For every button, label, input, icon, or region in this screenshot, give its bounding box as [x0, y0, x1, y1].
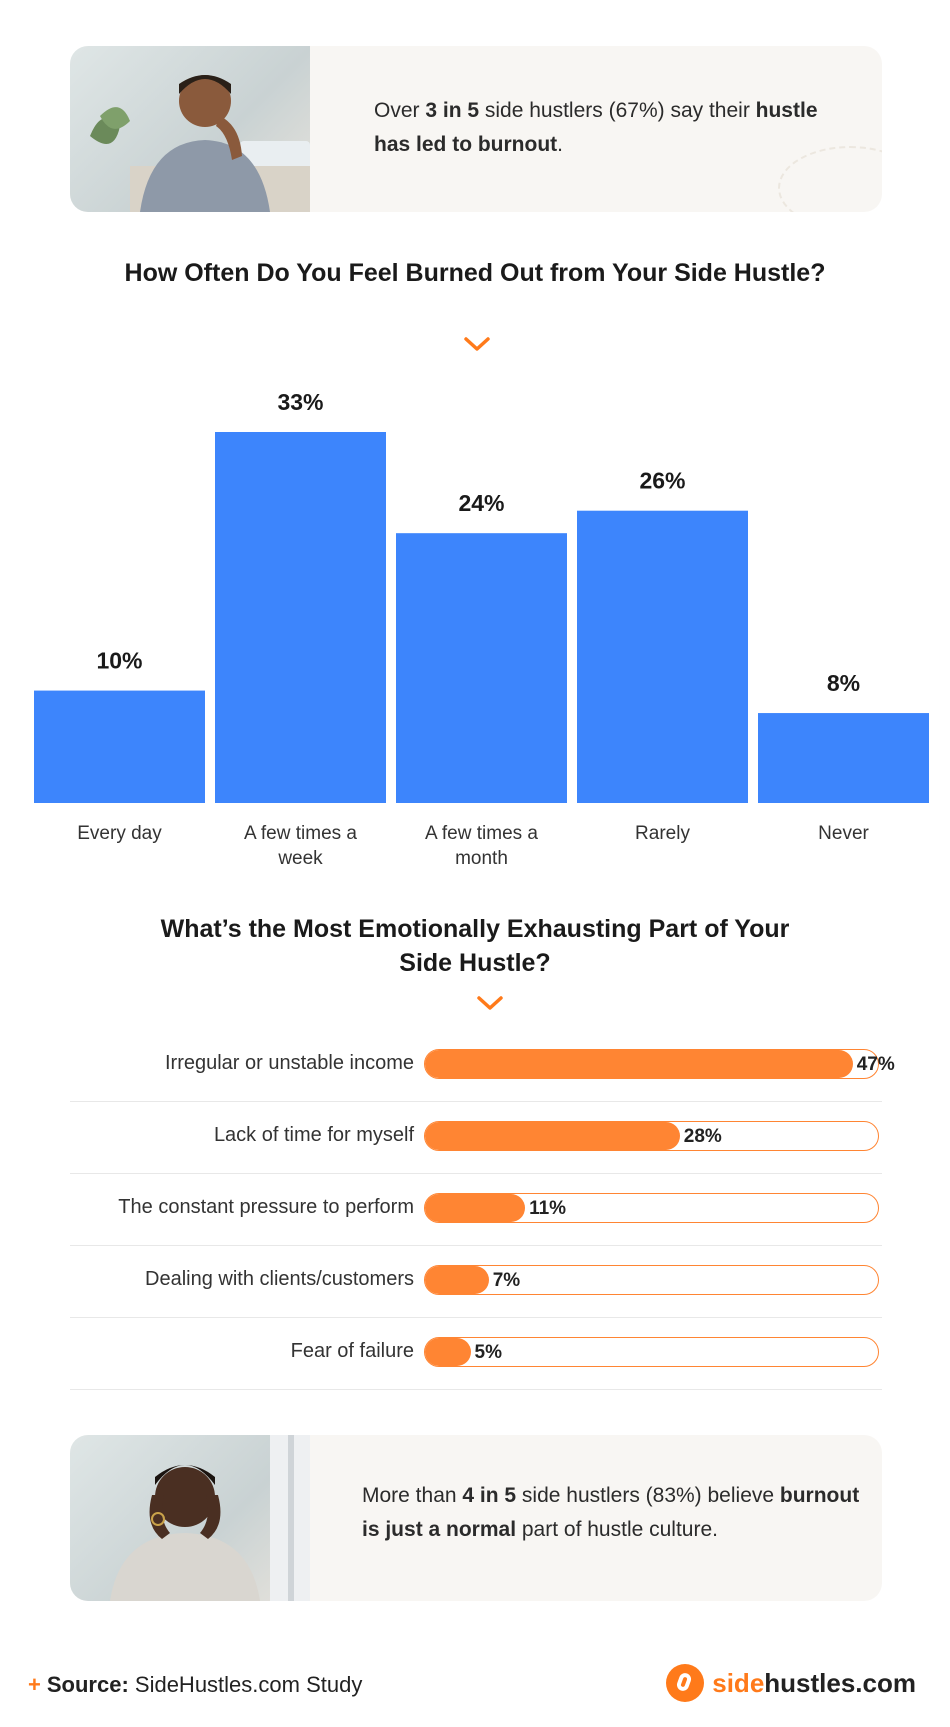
hbar-row: Dealing with clients/customers 7%: [70, 1246, 882, 1318]
hbar-track: 5%: [424, 1337, 879, 1367]
chevron-down-icon: [464, 337, 490, 351]
x-tick-label: Every day: [77, 823, 162, 844]
hbar-row: The constant pressure to perform 11%: [70, 1174, 882, 1246]
hbar-track: 7%: [424, 1265, 879, 1295]
stat-card-top: Over 3 in 5 side hustlers (67%) say thei…: [70, 46, 882, 212]
chart1-title: How Often Do You Feel Burned Out from Yo…: [124, 259, 826, 287]
x-tick-label: week: [277, 848, 323, 869]
hbar-fill: [425, 1050, 853, 1078]
chart2-title-line2: Side Hustle?: [399, 949, 551, 977]
stat-text-top: Over 3 in 5 side hustlers (67%) say thei…: [374, 99, 818, 156]
bar-0: [34, 690, 205, 803]
hbar-track: 28%: [424, 1121, 879, 1151]
stressed-man-photo: [70, 46, 310, 212]
hbar-category-label: Fear of failure: [290, 1340, 414, 1362]
chart2-title: What’s the Most Emotionally Exhausting P…: [0, 912, 950, 980]
brand-icon: [666, 1664, 705, 1702]
hbar-fill: [425, 1122, 680, 1150]
hbar-row: Fear of failure 5%: [70, 1318, 882, 1390]
source-note: + Source: SideHustles.com Study: [28, 1672, 362, 1698]
source-label: Source:: [46, 1672, 129, 1697]
hbar-row: Irregular or unstable income 47%: [70, 1030, 895, 1102]
hbar-value-label: 47%: [856, 1054, 895, 1075]
x-tick-label: Never: [818, 823, 869, 844]
hbar-fill: [425, 1338, 471, 1366]
hbar-track: 11%: [424, 1193, 879, 1223]
exhausting-part-chart: Irregular or unstable income 47% Lack of t…: [70, 1030, 895, 1390]
chevron-down-icon: [477, 996, 503, 1010]
bar-4: [758, 713, 929, 803]
hbar-value-label: 11%: [529, 1198, 567, 1219]
hbar-value-label: 28%: [683, 1126, 722, 1147]
hbar-category-label: Irregular or unstable income: [164, 1052, 414, 1074]
x-tick-label: A few times a: [244, 823, 357, 844]
hbar-row: Lack of time for myself 28%: [70, 1102, 882, 1174]
stressed-woman-photo: [70, 1435, 310, 1601]
stat-text-bottom: More than 4 in 5 side hustlers (83%) bel…: [362, 1484, 860, 1541]
hbar-value-label: 7%: [492, 1270, 521, 1291]
plus-icon: +: [28, 1672, 41, 1697]
hbar-value-label: 5%: [474, 1342, 502, 1363]
bar-1: [215, 432, 386, 803]
bar-value-label: 33%: [277, 389, 323, 415]
bar-value-label: 26%: [639, 468, 685, 494]
x-tick-label: month: [455, 848, 508, 869]
hbar-category-label: Dealing with clients/customers: [145, 1268, 414, 1290]
burnout-frequency-chart: 10% Every day 33% A few times a week 24% A few…: [34, 389, 929, 869]
hbar-category-label: The constant pressure to perform: [118, 1196, 414, 1218]
x-tick-label: A few times a: [425, 823, 538, 844]
bar-3: [577, 510, 748, 803]
hbar-fill: [425, 1194, 526, 1222]
bar-2: [396, 533, 567, 803]
bar-value-label: 10%: [96, 648, 142, 674]
chart2-title-line1: What’s the Most Emotionally Exhausting P…: [160, 915, 790, 943]
bar-value-label: 8%: [827, 670, 860, 696]
source-text: SideHustles.com Study: [128, 1672, 363, 1697]
hbar-track: 47%: [424, 1049, 895, 1079]
decorative-dashed-curve: [778, 146, 882, 212]
stat-card-bottom: More than 4 in 5 side hustlers (83%) bel…: [70, 1435, 882, 1601]
hbar-fill: [425, 1266, 489, 1294]
x-tick-label: Rarely: [635, 823, 690, 844]
hbar-category-label: Lack of time for myself: [213, 1124, 414, 1146]
brand-logo[interactable]: side hustles.com: [666, 1664, 916, 1702]
bar-value-label: 24%: [458, 490, 504, 516]
